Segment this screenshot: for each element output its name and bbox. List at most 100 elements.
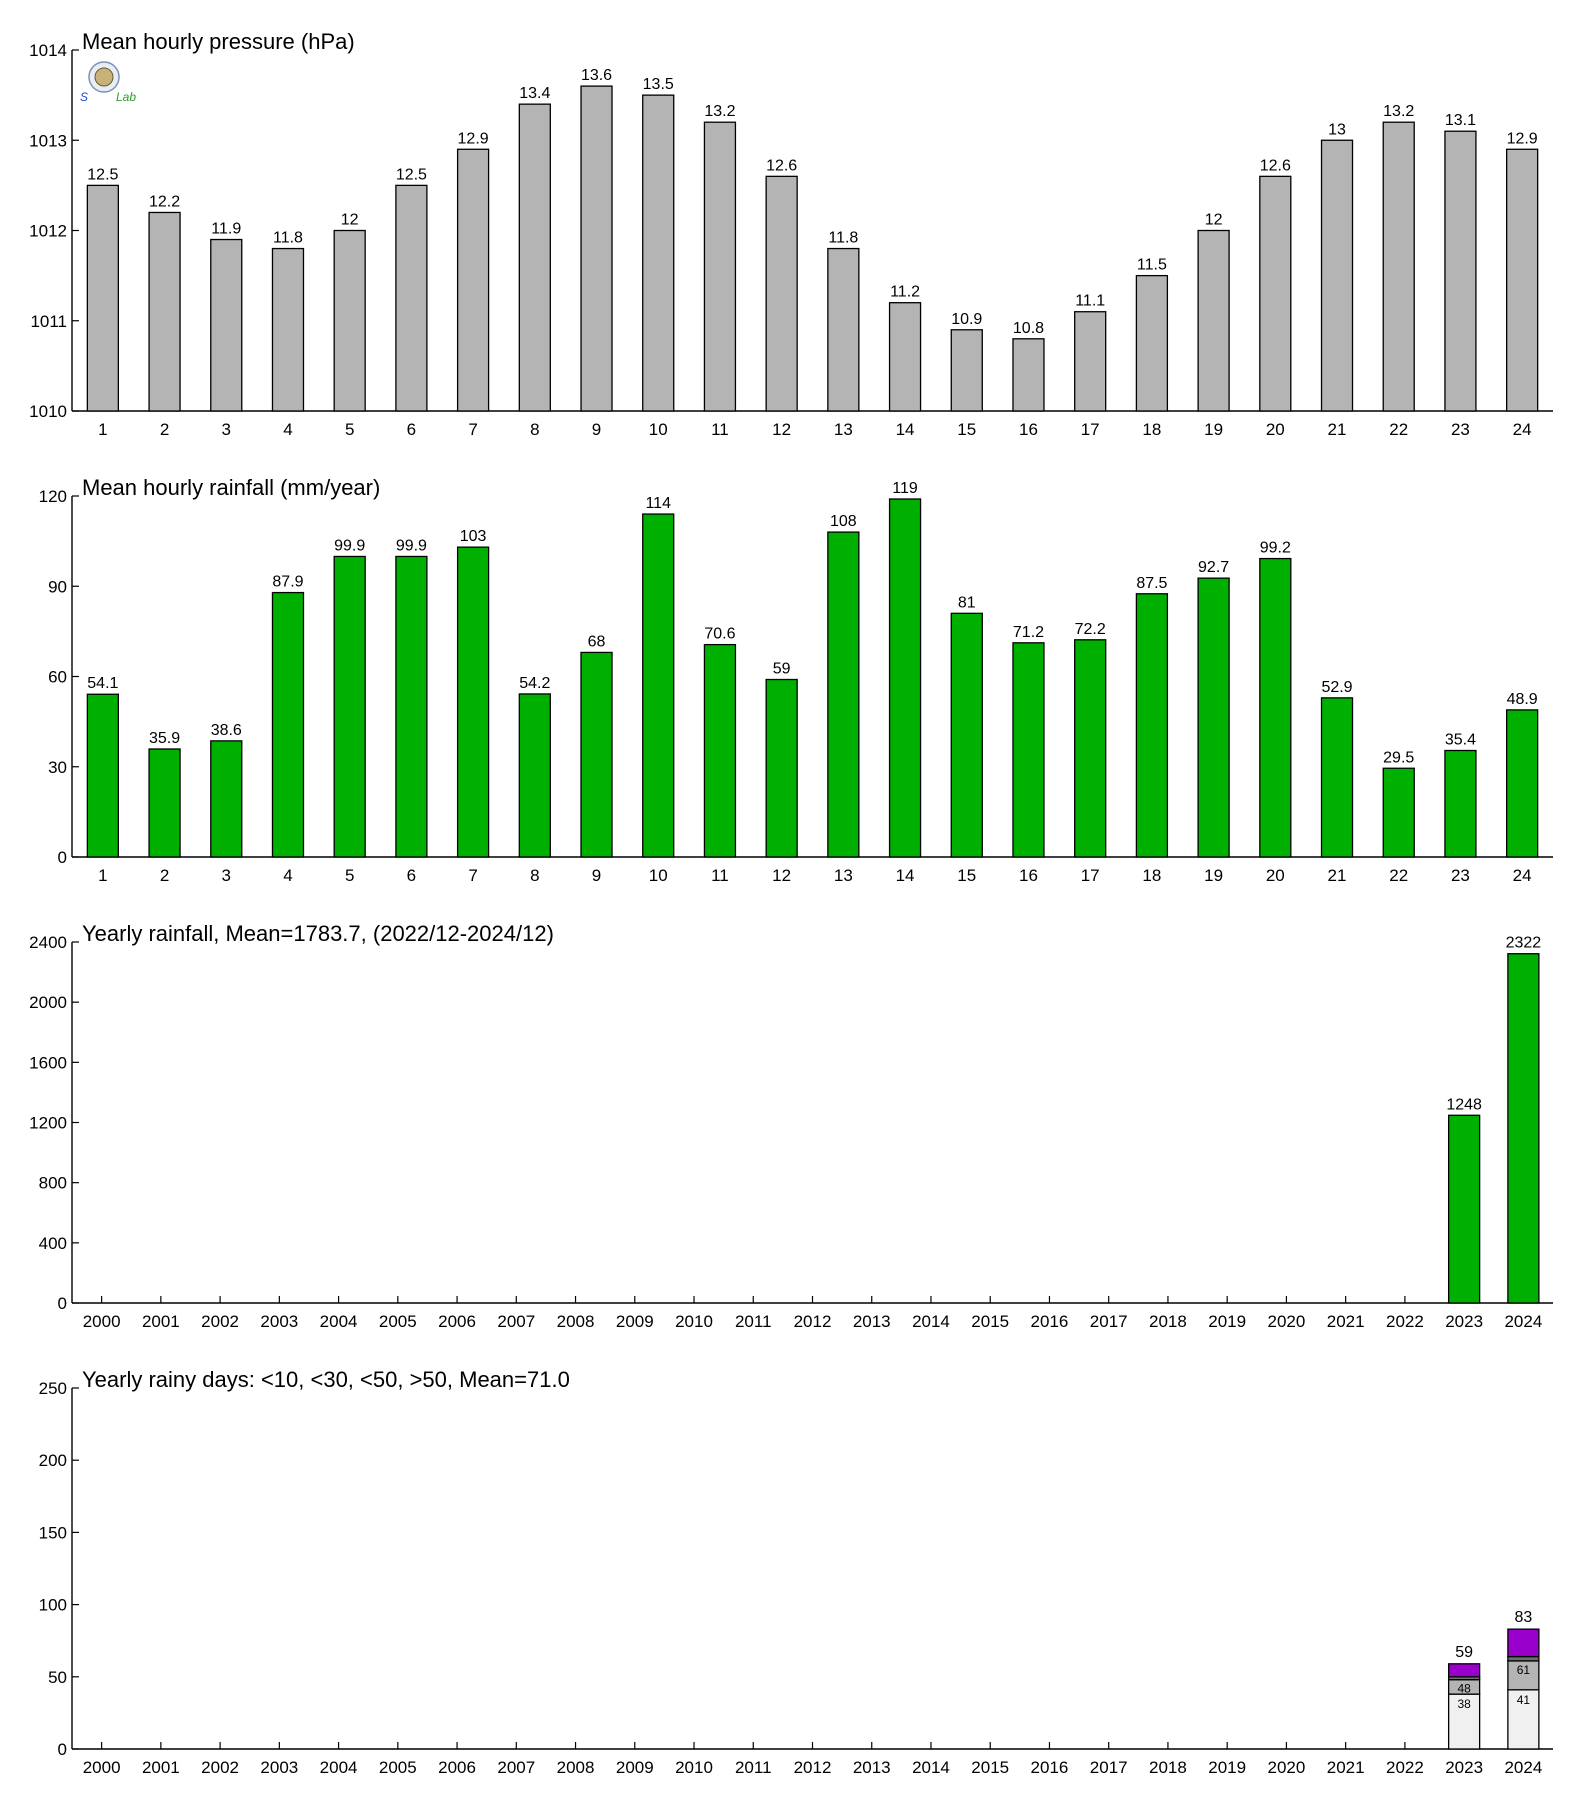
x-tick-label: 2005 bbox=[379, 1312, 417, 1331]
x-tick-label: 2002 bbox=[201, 1758, 239, 1777]
bar bbox=[395, 555, 428, 858]
chart-title: Mean hourly rainfall (mm/year) bbox=[82, 475, 380, 500]
bar bbox=[518, 693, 551, 858]
bar bbox=[210, 740, 243, 858]
x-tick-label: 2010 bbox=[675, 1312, 713, 1331]
bar-value-label: 10.9 bbox=[951, 311, 982, 328]
bar bbox=[703, 643, 737, 858]
x-tick-label: 2008 bbox=[557, 1312, 595, 1331]
x-tick-label: 3 bbox=[222, 420, 231, 439]
bar bbox=[1135, 593, 1169, 858]
bar-value-label: 87.9 bbox=[272, 574, 303, 591]
bar bbox=[1135, 274, 1169, 412]
x-tick-label: 21 bbox=[1328, 420, 1347, 439]
bar bbox=[148, 211, 181, 412]
x-tick-label: 2001 bbox=[142, 1758, 180, 1777]
bar-value-label: 12 bbox=[341, 212, 359, 229]
bar-value-label: 13.1 bbox=[1445, 112, 1476, 129]
y-tick-label: 0 bbox=[58, 1294, 67, 1313]
x-tick-label: 2011 bbox=[735, 1758, 772, 1777]
y-tick-label: 90 bbox=[48, 577, 67, 596]
bar bbox=[518, 103, 551, 412]
bar bbox=[1320, 139, 1354, 412]
bar-value-label: 119 bbox=[892, 480, 918, 497]
y-tick-label: 50 bbox=[48, 1668, 67, 1687]
bar bbox=[1507, 953, 1540, 1304]
bar-value-label: 81 bbox=[958, 594, 976, 611]
x-tick-label: 2003 bbox=[260, 1758, 298, 1777]
y-tick-label: 60 bbox=[48, 668, 67, 687]
x-tick-label: 2001 bbox=[142, 1312, 180, 1331]
bar bbox=[1074, 311, 1107, 412]
y-tick-label: 150 bbox=[39, 1523, 67, 1542]
y-tick-label: 0 bbox=[58, 848, 67, 867]
bar-value-label: 72.2 bbox=[1075, 621, 1106, 638]
x-tick-label: 2003 bbox=[260, 1312, 298, 1331]
x-tick-label: 16 bbox=[1019, 866, 1038, 885]
y-tick-label: 800 bbox=[39, 1174, 67, 1193]
x-tick-label: 15 bbox=[957, 866, 976, 885]
y-tick-label: 2000 bbox=[29, 993, 67, 1012]
bar-value-label: 11.9 bbox=[211, 221, 241, 238]
x-tick-label: 11 bbox=[711, 866, 729, 885]
logo-text-lab: Lab bbox=[116, 90, 136, 104]
x-tick-label: 24 bbox=[1513, 866, 1532, 885]
x-tick-label: 5 bbox=[345, 866, 354, 885]
bar bbox=[888, 498, 922, 858]
x-tick-label: 2014 bbox=[912, 1312, 950, 1331]
x-tick-label: 13 bbox=[834, 420, 853, 439]
bar bbox=[765, 175, 798, 412]
x-tick-label: 2007 bbox=[497, 1312, 535, 1331]
x-tick-label: 2022 bbox=[1386, 1312, 1424, 1331]
bar bbox=[1074, 639, 1107, 858]
bar-value-label: 68 bbox=[588, 633, 606, 650]
bar-value-label: 54.1 bbox=[87, 675, 118, 692]
y-tick-label: 1010 bbox=[29, 402, 67, 421]
bar bbox=[1444, 749, 1477, 858]
x-tick-label: 2016 bbox=[1031, 1758, 1069, 1777]
bar-value-label: 99.9 bbox=[334, 537, 365, 554]
bar bbox=[827, 247, 860, 412]
bar bbox=[950, 612, 983, 858]
bar bbox=[580, 651, 613, 858]
x-tick-label: 5 bbox=[345, 420, 354, 439]
x-tick-label: 2012 bbox=[794, 1312, 832, 1331]
x-tick-label: 14 bbox=[896, 420, 915, 439]
y-tick-label: 100 bbox=[39, 1596, 67, 1615]
x-tick-label: 2006 bbox=[438, 1758, 476, 1777]
bar bbox=[703, 121, 737, 412]
bar-value-label: 12.6 bbox=[1260, 157, 1291, 174]
bar-value-label: 12 bbox=[1205, 212, 1223, 229]
bar bbox=[333, 555, 366, 858]
x-tick-label: 22 bbox=[1389, 420, 1408, 439]
x-tick-label: 8 bbox=[530, 420, 539, 439]
bar bbox=[1320, 697, 1354, 858]
segment-label-upper: 48 bbox=[1457, 1682, 1471, 1696]
y-tick-label: 2400 bbox=[29, 933, 67, 952]
x-tick-label: 2012 bbox=[794, 1758, 832, 1777]
bar bbox=[86, 184, 120, 412]
bar-value-label: 1248 bbox=[1446, 1096, 1482, 1113]
x-tick-label: 2016 bbox=[1031, 1312, 1069, 1331]
bar bbox=[765, 678, 798, 858]
x-tick-label: 1 bbox=[98, 420, 107, 439]
x-tick-label: 2015 bbox=[971, 1312, 1009, 1331]
y-tick-label: 1011 bbox=[30, 312, 67, 331]
bar-total-label: 59 bbox=[1455, 1644, 1473, 1661]
x-tick-label: 4 bbox=[283, 866, 292, 885]
x-tick-label: 2015 bbox=[971, 1758, 1009, 1777]
bar bbox=[1382, 121, 1415, 412]
bar bbox=[827, 531, 860, 858]
x-tick-label: 2007 bbox=[497, 1758, 535, 1777]
y-tick-label: 30 bbox=[48, 758, 67, 777]
bar bbox=[456, 148, 490, 412]
bar-total-label: 83 bbox=[1514, 1609, 1532, 1626]
bar bbox=[333, 229, 366, 412]
x-tick-label: 2006 bbox=[438, 1312, 476, 1331]
x-tick-label: 2020 bbox=[1268, 1758, 1306, 1777]
bar bbox=[1447, 1114, 1481, 1304]
stacked-bar-segment bbox=[1447, 1663, 1481, 1678]
bar-value-label: 59 bbox=[773, 661, 791, 678]
bar bbox=[950, 329, 983, 412]
